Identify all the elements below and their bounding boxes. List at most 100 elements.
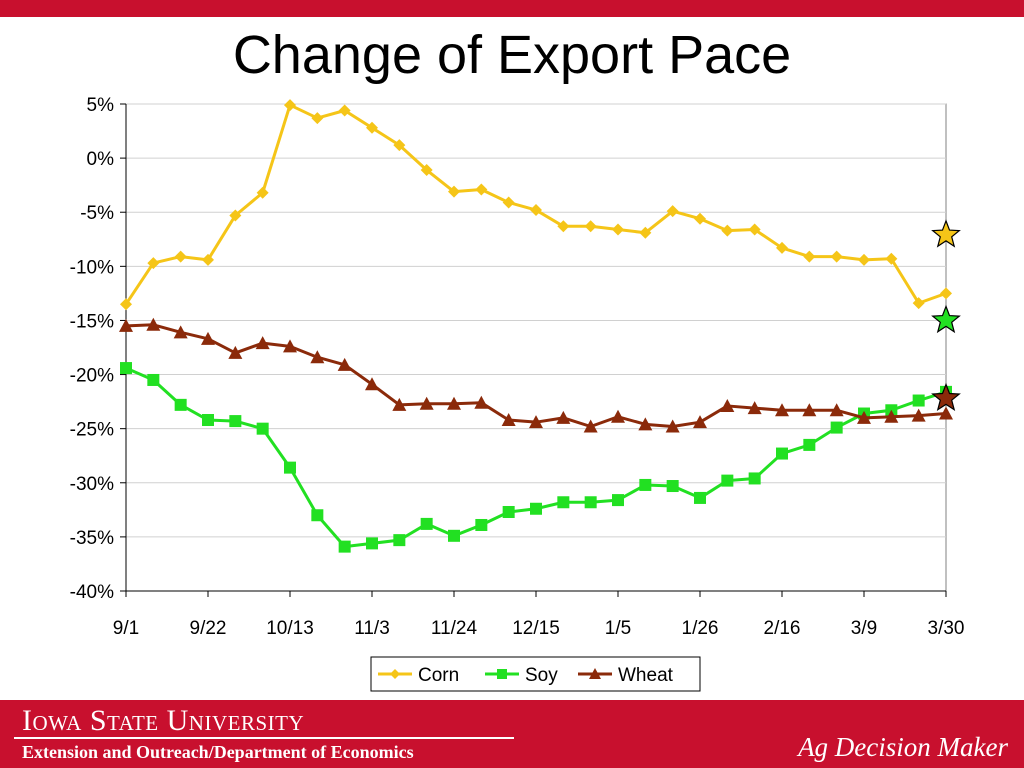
wheat-point — [392, 397, 407, 411]
wheat-point — [173, 325, 188, 339]
soy-point — [584, 496, 597, 509]
slide-title: Change of Export Pace — [232, 25, 792, 85]
soy-point — [721, 474, 734, 487]
corn-point — [940, 287, 952, 300]
corn-point — [311, 112, 324, 125]
soy-point — [502, 505, 515, 518]
wheat-point — [283, 339, 297, 353]
y-tick-label: -35% — [70, 528, 114, 549]
y-tick-label: -20% — [70, 366, 114, 387]
legend-soy-label: Soy — [525, 665, 558, 686]
wheat-point — [337, 357, 352, 371]
wheat-point — [747, 401, 762, 415]
wheat-point — [829, 403, 844, 417]
footer-divider — [14, 737, 514, 739]
wheat-point — [775, 403, 789, 417]
soy-point — [311, 509, 324, 522]
soy-point — [639, 478, 652, 491]
corn-point — [694, 212, 706, 225]
soy-point — [229, 415, 242, 428]
y-tick-label: -30% — [70, 474, 114, 495]
y-tick-label: 5% — [87, 95, 115, 116]
wheat-point — [201, 331, 215, 345]
y-tick-label: -40% — [70, 582, 114, 603]
wheat-point — [611, 409, 625, 423]
corn-point — [256, 186, 269, 199]
legend-corn-label: Corn — [418, 665, 459, 686]
soy-point — [393, 534, 406, 547]
wheat-point — [693, 415, 707, 429]
y-tick-label: -15% — [70, 311, 114, 332]
corn-point — [393, 139, 406, 152]
y-tick-label: -25% — [70, 420, 114, 441]
wheat-point — [911, 408, 926, 422]
corn-point — [912, 297, 925, 310]
soy-point — [338, 540, 351, 553]
corn-point — [885, 252, 898, 265]
university-name: Iowa State University — [22, 704, 305, 737]
wheat-point — [146, 317, 161, 331]
x-tick-label: 9/22 — [190, 618, 227, 639]
wheat-point — [228, 345, 243, 359]
corn-star-marker — [931, 219, 961, 248]
wheat-point — [501, 413, 516, 427]
x-tick-label: 1/26 — [682, 618, 719, 639]
wheat-star-marker — [931, 382, 961, 412]
corn-point — [612, 223, 624, 236]
soy-point — [202, 414, 214, 427]
footer-bar — [0, 700, 1024, 768]
wheat-point — [720, 398, 735, 412]
department-name: Extension and Outreach/Department of Eco… — [22, 742, 414, 762]
y-tick-label: 0% — [87, 149, 115, 170]
x-tick-label: 3/30 — [928, 618, 965, 639]
x-tick-label: 3/9 — [851, 618, 877, 639]
soy-point — [666, 480, 679, 493]
corn-point — [202, 253, 214, 266]
wheat-point — [939, 406, 953, 420]
corn-point — [448, 185, 460, 198]
wheat-point — [857, 410, 871, 424]
corn-point — [174, 250, 187, 263]
soy-point — [147, 373, 160, 386]
wheat-point — [447, 396, 461, 410]
soy-point — [557, 496, 570, 509]
corn-point — [229, 209, 242, 222]
corn-point — [502, 196, 515, 209]
corn-point — [803, 250, 816, 263]
wheat-point — [802, 403, 817, 417]
legend-corn-marker — [390, 669, 400, 679]
corn-point — [830, 250, 843, 263]
soy-point — [530, 502, 542, 515]
corn-point — [475, 183, 488, 196]
soy-point — [256, 422, 269, 435]
soy-point — [475, 518, 488, 531]
soy-point — [912, 394, 925, 407]
x-tick-label: 12/15 — [512, 618, 560, 639]
wheat-point — [255, 336, 270, 350]
x-tick-label: 2/16 — [764, 618, 801, 639]
corn-point — [284, 99, 296, 112]
wheat-point — [474, 395, 489, 409]
wheat-point — [665, 419, 680, 433]
soy-point — [284, 461, 296, 474]
wheat-point — [119, 318, 133, 332]
soy-point — [694, 491, 706, 504]
corn-point — [366, 121, 378, 134]
wheat-point — [310, 350, 325, 364]
legend-wheat-marker — [589, 668, 601, 679]
soy-point — [748, 472, 761, 485]
soy-point — [366, 537, 378, 550]
x-tick-label: 11/24 — [431, 618, 478, 639]
soy-point — [420, 517, 433, 530]
x-tick-label: 1/5 — [605, 618, 631, 639]
wheat-point — [638, 417, 653, 431]
x-tick-label: 10/13 — [266, 618, 314, 639]
corn-point — [748, 223, 761, 236]
brand-name: Ag Decision Maker — [798, 732, 1008, 762]
y-tick-label: -10% — [70, 257, 114, 278]
x-tick-label: 9/1 — [113, 618, 139, 639]
corn-point — [776, 241, 788, 254]
corn-point — [420, 164, 433, 177]
wheat-point — [556, 410, 571, 424]
legend-wheat-label: Wheat — [618, 665, 674, 686]
